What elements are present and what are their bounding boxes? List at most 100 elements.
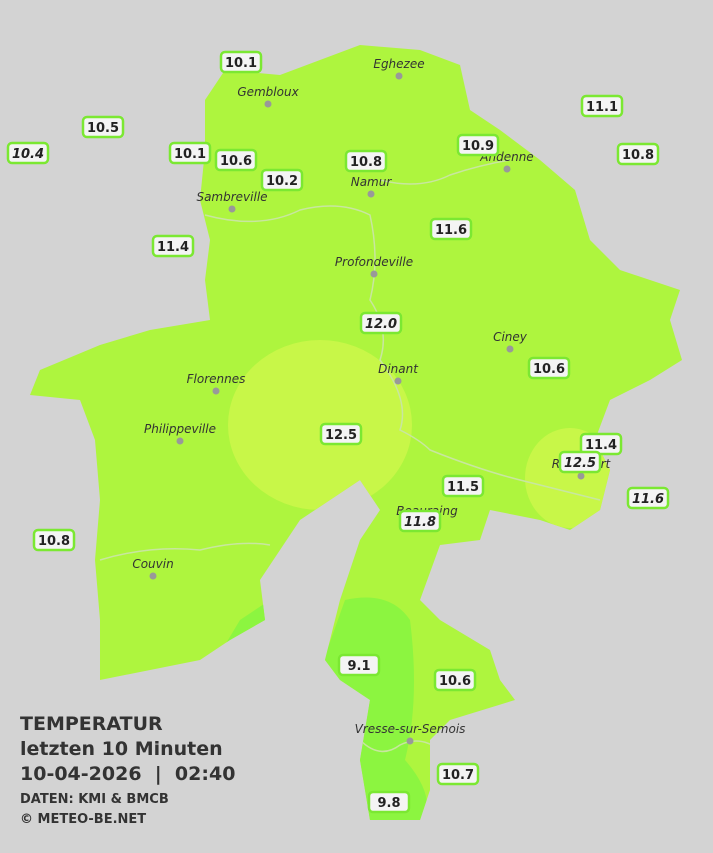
station-reading: 10.4 <box>12 147 44 162</box>
station-box <box>319 422 363 446</box>
warm-zone <box>228 340 412 510</box>
station-reading: 11.1 <box>586 100 618 115</box>
station-box <box>359 311 403 335</box>
station-box <box>32 528 76 552</box>
city-dot <box>367 190 375 198</box>
legend-source: DATEN: KMI & BMCB <box>20 792 169 807</box>
station: 10.7 <box>436 762 480 786</box>
city-dot <box>370 270 378 278</box>
city-dot <box>503 165 511 173</box>
station-box <box>168 141 212 165</box>
station-reading: 10.8 <box>350 155 382 170</box>
station-reading: 9.1 <box>347 659 370 674</box>
city-dot <box>149 572 157 580</box>
station: 9.8 <box>367 790 411 814</box>
station-box <box>219 50 263 74</box>
city-dot <box>406 737 414 745</box>
station: 10.5 <box>81 115 125 139</box>
station: 9.1 <box>337 653 381 677</box>
city-label: Philippeville <box>144 422 216 436</box>
station: 11.1 <box>580 94 624 118</box>
station: 10.1 <box>219 50 263 74</box>
station-box <box>441 474 485 498</box>
station-reading: 10.6 <box>533 362 565 377</box>
station-reading: 11.4 <box>585 438 617 453</box>
city-label: Namur <box>351 175 393 189</box>
city-dot <box>228 205 236 213</box>
station-reading: 12.5 <box>325 428 357 443</box>
station: 10.8 <box>32 528 76 552</box>
station-reading: 11.6 <box>435 223 467 238</box>
city-dot <box>506 345 514 353</box>
city-label: Eghezee <box>373 57 424 71</box>
station-box <box>579 432 623 456</box>
city-dot <box>577 472 585 480</box>
city-dot <box>395 72 403 80</box>
station-reading: 10.1 <box>225 56 257 71</box>
station: 11.4 <box>151 234 195 258</box>
legend-period: letzten 10 Minuten <box>20 738 223 760</box>
station-reading: 12.5 <box>564 456 596 471</box>
station-reading: 10.8 <box>622 148 654 163</box>
station: 10.6 <box>527 356 571 380</box>
station-box <box>151 234 195 258</box>
city-label: Sambreville <box>196 190 267 204</box>
station-reading: 11.5 <box>447 480 479 495</box>
station-box <box>580 94 624 118</box>
station: 10.6 <box>433 668 477 692</box>
station-reading: 10.2 <box>266 174 298 189</box>
station: 10.1 <box>168 141 212 165</box>
station-reading: 10.5 <box>87 121 119 136</box>
station-box <box>398 509 442 533</box>
station-box <box>429 217 473 241</box>
river <box>99 159 511 753</box>
station: 11.5 <box>441 474 485 498</box>
station-reading: 11.6 <box>632 492 664 507</box>
city-dot <box>176 437 184 445</box>
station: 11.8 <box>398 509 442 533</box>
station: 12.5 <box>319 422 363 446</box>
city-label: Profondeville <box>335 255 413 269</box>
cities: EghezeeGemblouxAndenneNamurSambrevillePr… <box>132 57 612 745</box>
station-box <box>260 168 304 192</box>
city-label: Vresse-sur-Semois <box>355 722 466 736</box>
legend-copyright: © METEO-BE.NET <box>20 812 146 827</box>
legend-title: TEMPERATUR <box>20 713 163 735</box>
city-label: Couvin <box>132 557 173 571</box>
station-reading: 10.7 <box>442 768 474 783</box>
station: 10.8 <box>344 149 388 173</box>
station-box <box>337 653 381 677</box>
station: 10.8 <box>616 142 660 166</box>
station-box <box>6 141 50 165</box>
station-reading: 9.8 <box>377 796 400 811</box>
station-box <box>367 790 411 814</box>
legend-datetime: 10-04-2026 | 02:40 <box>20 763 235 785</box>
station-box <box>436 762 480 786</box>
station-box <box>81 115 125 139</box>
city-label: Florennes <box>187 372 246 386</box>
station-box <box>626 486 670 510</box>
station-box <box>616 142 660 166</box>
station-box <box>456 133 500 157</box>
station-box <box>527 356 571 380</box>
station-box <box>344 149 388 173</box>
station-reading: 10.6 <box>220 154 252 169</box>
station: 10.4 <box>6 141 50 165</box>
station-reading: 10.9 <box>462 139 494 154</box>
city-label: Dinant <box>378 362 419 376</box>
station-box <box>433 668 477 692</box>
station-reading: 10.6 <box>439 674 471 689</box>
station: 11.6 <box>626 486 670 510</box>
city-dot <box>394 377 402 385</box>
station: 11.6 <box>429 217 473 241</box>
station-reading: 12.0 <box>365 317 397 332</box>
station: 10.6 <box>214 148 258 172</box>
station: 10.2 <box>260 168 304 192</box>
station: 12.0 <box>359 311 403 335</box>
stations: 10.1 10.5 10.4 10.1 10.6 10.2 10.8 10.9 11.1 10.8… <box>6 50 670 814</box>
city-label: Ciney <box>493 330 528 344</box>
city-label: Gembloux <box>237 85 299 99</box>
station-box <box>214 148 258 172</box>
